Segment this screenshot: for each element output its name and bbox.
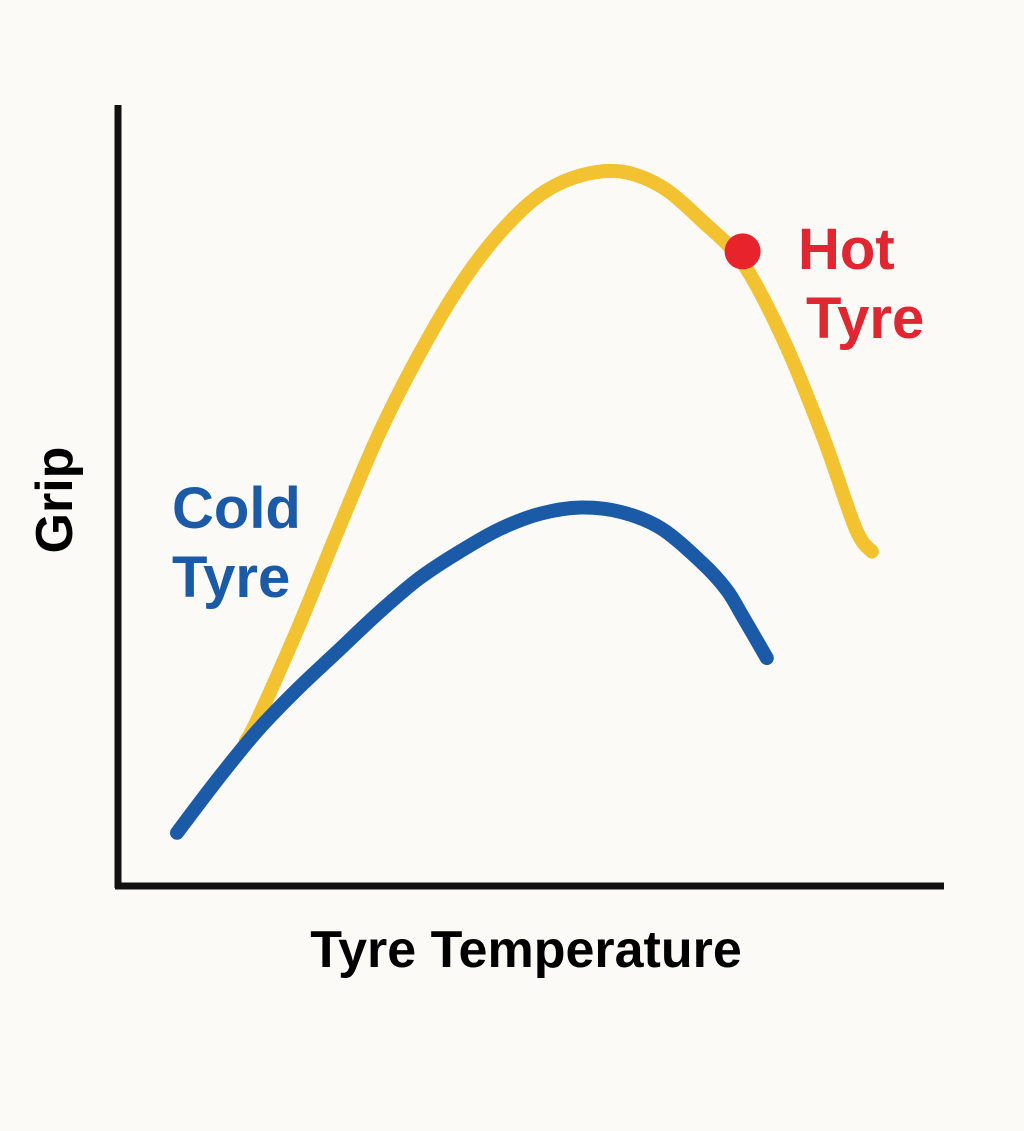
x-axis-label: Tyre Temperature <box>310 921 742 979</box>
hot-tyre-label-line-1: Hot <box>798 217 895 282</box>
cold-tyre-label: Cold Tyre <box>172 476 317 610</box>
cold-tyre-label-line-1: Cold <box>172 476 301 541</box>
hot-tyre-label-line-2: Tyre <box>806 286 924 351</box>
cold-tyre-label-line-2: Tyre <box>172 545 290 610</box>
axes <box>114 105 944 890</box>
series-layer <box>170 163 879 840</box>
hot-tyre-marker <box>724 233 761 270</box>
series-line-cold-tyre <box>170 500 774 840</box>
y-axis-label: Grip <box>26 447 84 554</box>
series-line-hot-tyre <box>238 163 879 749</box>
hot-tyre-label: Hot Tyre <box>798 217 924 351</box>
